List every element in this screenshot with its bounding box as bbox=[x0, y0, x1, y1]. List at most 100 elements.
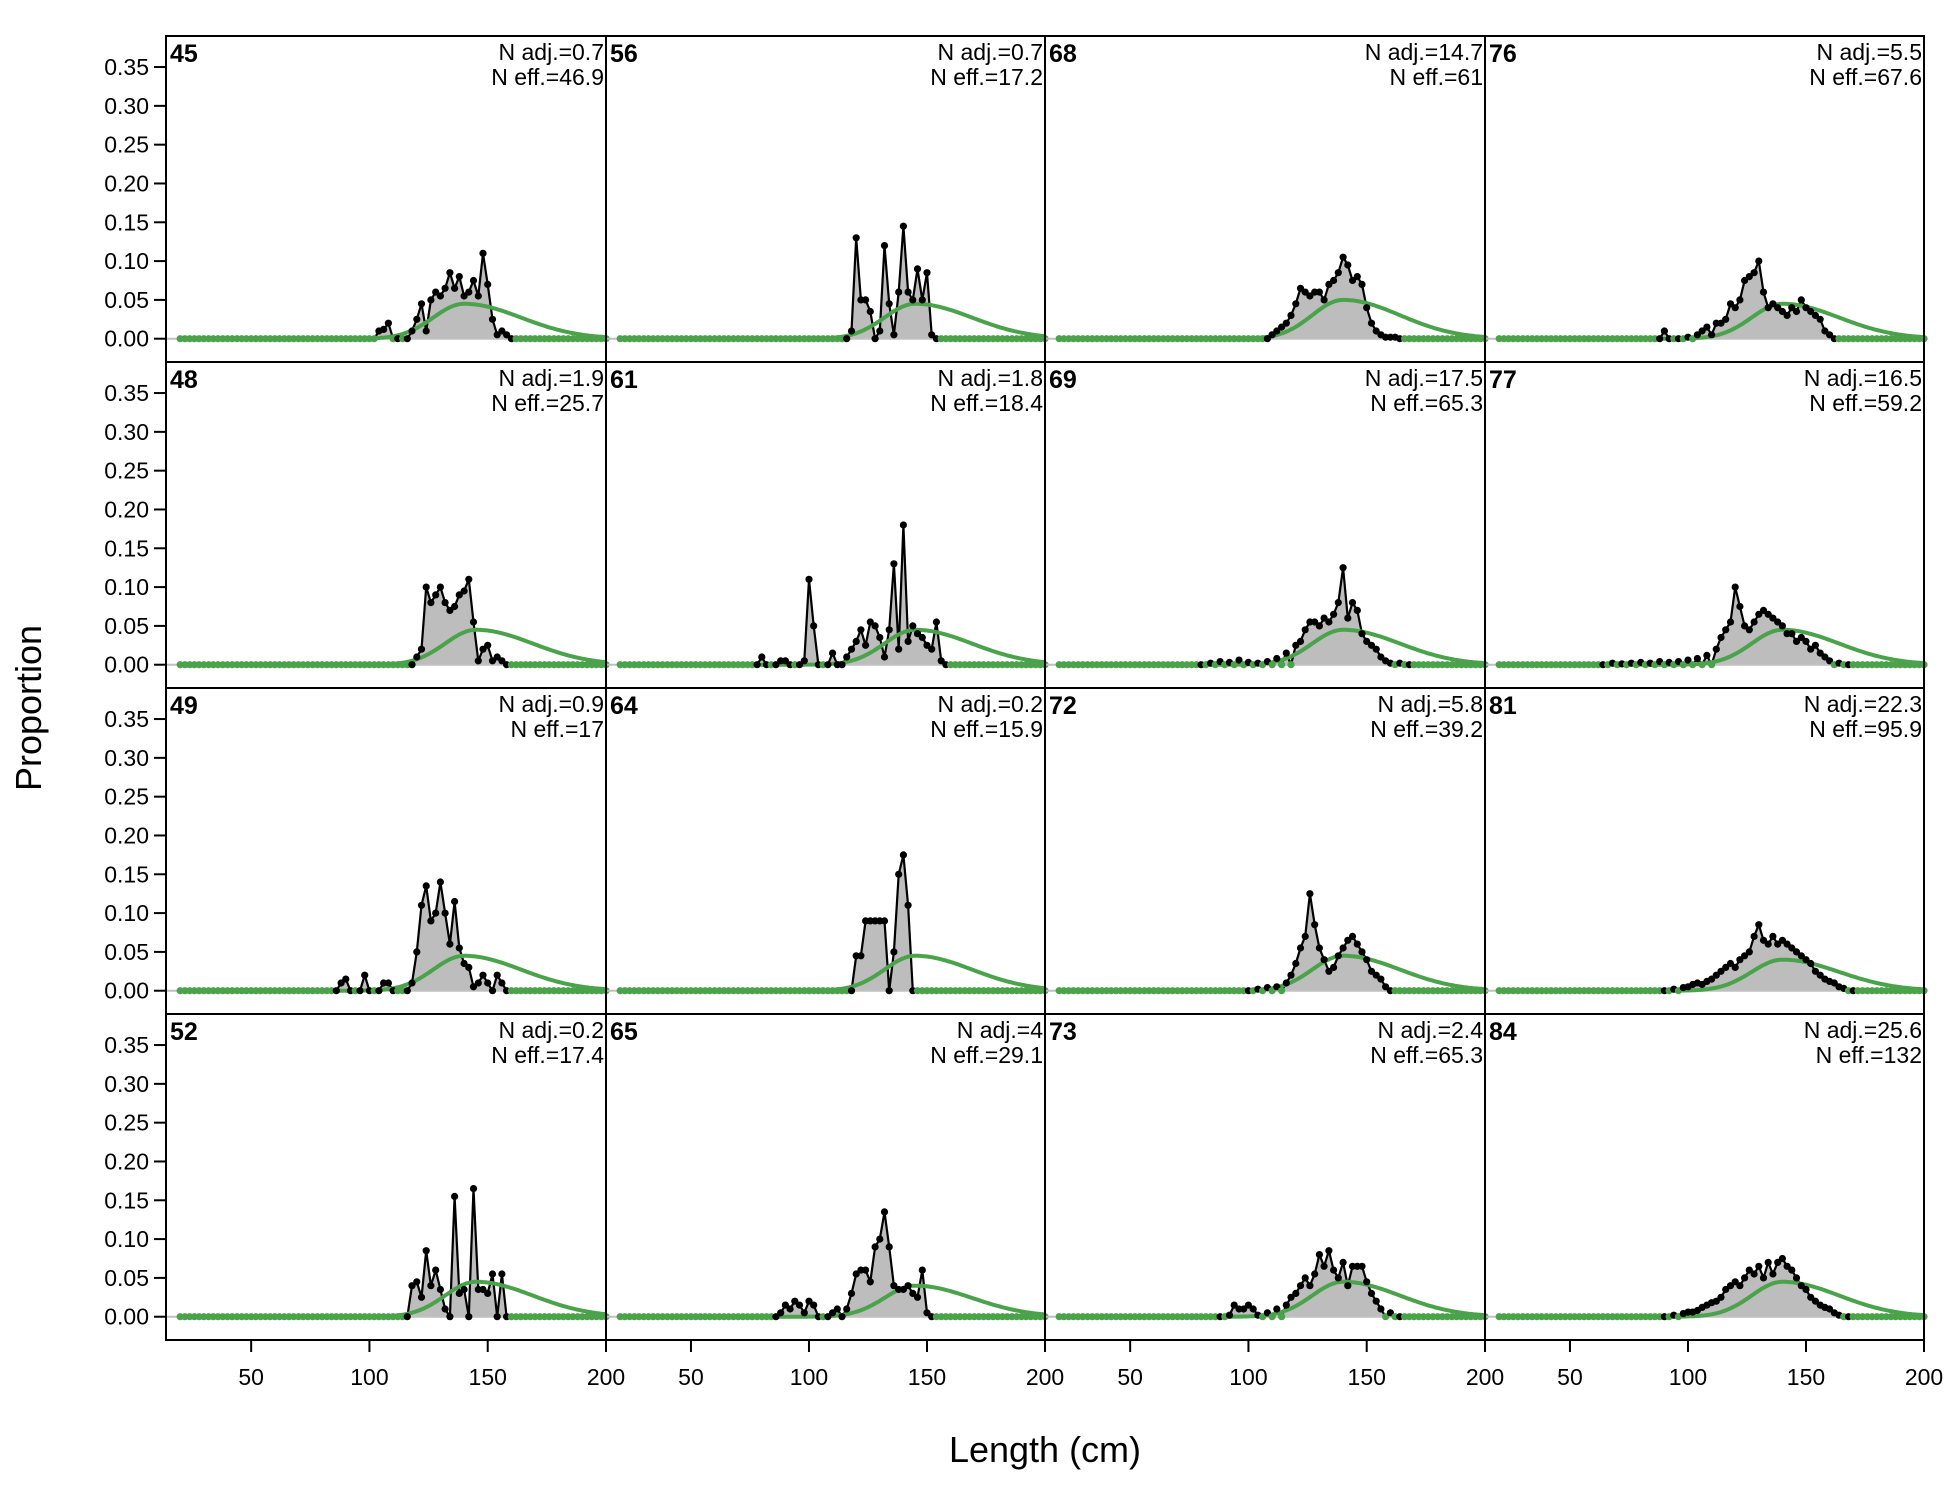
observation-point bbox=[1731, 963, 1739, 972]
observation-point bbox=[417, 300, 426, 308]
observation-point bbox=[866, 618, 874, 626]
n-adj-label: N adj.=5.8 bbox=[1378, 691, 1484, 717]
expected-curve bbox=[1059, 953, 1486, 993]
observation-point bbox=[384, 979, 392, 987]
x-tick-label: 150 bbox=[1787, 1364, 1825, 1390]
observation-point bbox=[1320, 614, 1328, 622]
n-eff-label: N eff.=17.4 bbox=[491, 1042, 604, 1068]
observation-point bbox=[427, 917, 435, 925]
observation-point bbox=[417, 645, 426, 653]
observed-line bbox=[620, 524, 1045, 666]
observation-point bbox=[890, 560, 898, 568]
x-tick-label: 200 bbox=[587, 1364, 625, 1390]
observation-point bbox=[866, 1278, 874, 1286]
observation-point bbox=[805, 575, 813, 583]
observation-point bbox=[465, 288, 473, 296]
observation-point bbox=[1348, 276, 1357, 285]
y-tick-label: 0.15 bbox=[104, 861, 149, 887]
observation-point bbox=[1797, 296, 1805, 304]
observation-point bbox=[1811, 967, 1819, 975]
observation-point bbox=[866, 307, 874, 316]
observation-point bbox=[847, 327, 856, 335]
observation-point bbox=[1363, 637, 1371, 646]
observation-point bbox=[1363, 304, 1371, 312]
observation-point bbox=[1339, 564, 1347, 572]
observation-point bbox=[417, 901, 426, 909]
observation-point bbox=[455, 273, 463, 281]
panel-label: 65 bbox=[610, 1018, 638, 1046]
x-tick-label: 200 bbox=[1026, 1364, 1064, 1390]
n-adj-label: N adj.=0.7 bbox=[938, 39, 1044, 65]
observation-point bbox=[1273, 1305, 1281, 1313]
observation-point bbox=[1287, 1293, 1295, 1301]
observation-point bbox=[890, 948, 898, 956]
n-adj-label: N adj.=25.6 bbox=[1804, 1017, 1922, 1043]
n-adj-label: N adj.=5.5 bbox=[1817, 39, 1923, 65]
expected-curve bbox=[1059, 627, 1486, 667]
observation-point bbox=[1344, 261, 1352, 269]
observation-point bbox=[460, 1285, 468, 1294]
observation-point bbox=[1315, 944, 1323, 952]
observation-point bbox=[370, 335, 378, 343]
observation-point bbox=[451, 1192, 459, 1200]
observation-point bbox=[871, 1243, 879, 1251]
observation-point bbox=[1783, 311, 1791, 319]
observation-point bbox=[824, 661, 832, 669]
panel-label: 64 bbox=[610, 692, 638, 720]
observation-point bbox=[1807, 959, 1815, 968]
observation-point bbox=[427, 296, 435, 304]
observation-point bbox=[1282, 1301, 1290, 1309]
observation-point bbox=[1372, 645, 1380, 653]
y-tick-label: 0.00 bbox=[104, 326, 149, 352]
observation-point bbox=[1230, 661, 1238, 669]
observation-point bbox=[488, 1270, 497, 1278]
observation-point bbox=[356, 987, 364, 995]
observation-point bbox=[380, 325, 388, 333]
observation-point bbox=[753, 661, 761, 669]
observation-point bbox=[1693, 654, 1701, 663]
observation-point bbox=[1325, 618, 1333, 626]
observation-point bbox=[413, 653, 421, 661]
observation-point bbox=[1353, 940, 1361, 948]
observation-point bbox=[1745, 273, 1753, 281]
observation-point bbox=[1778, 622, 1786, 630]
observed-area bbox=[1059, 257, 1485, 339]
n-adj-label: N adj.=22.3 bbox=[1804, 691, 1922, 717]
observation-point bbox=[885, 1243, 893, 1251]
observation-point bbox=[862, 296, 870, 304]
observation-point bbox=[923, 269, 931, 277]
y-tick-label: 0.00 bbox=[104, 1304, 149, 1330]
observation-point bbox=[1778, 1254, 1786, 1263]
observation-point bbox=[890, 331, 898, 339]
observation-point bbox=[1792, 948, 1801, 956]
observation-point bbox=[1703, 323, 1711, 331]
n-adj-label: N adj.=0.7 bbox=[499, 39, 605, 65]
observation-point bbox=[1708, 661, 1716, 669]
observation-point bbox=[871, 622, 879, 630]
observation-point bbox=[1320, 296, 1328, 304]
expected-curve bbox=[1499, 627, 1925, 667]
observation-point bbox=[465, 963, 473, 972]
observation-point bbox=[852, 637, 860, 646]
observation-point bbox=[1736, 1282, 1744, 1290]
observation-point bbox=[1736, 602, 1744, 611]
n-adj-label: N adj.=17.5 bbox=[1365, 365, 1483, 391]
panel-45: 45 N adj.=0.7N eff.=46.9 bbox=[165, 35, 610, 363]
observation-point bbox=[403, 987, 411, 995]
n-eff-label: N eff.=17 bbox=[510, 716, 604, 742]
observation-point bbox=[1731, 583, 1739, 591]
observation-point bbox=[1363, 1278, 1371, 1286]
x-tick-label: 50 bbox=[1117, 1364, 1143, 1390]
observation-point bbox=[1330, 1266, 1338, 1274]
observation-point bbox=[488, 987, 497, 995]
observation-point bbox=[904, 637, 912, 646]
panel-61: 61 N adj.=1.8N eff.=18.4 bbox=[605, 361, 1049, 689]
observation-point bbox=[408, 979, 416, 987]
observation-point bbox=[895, 288, 903, 296]
observation-point bbox=[918, 633, 926, 642]
observation-point bbox=[1358, 280, 1366, 288]
panel-label: 77 bbox=[1489, 366, 1517, 394]
observation-point bbox=[852, 234, 860, 242]
observation-point bbox=[1769, 932, 1777, 941]
observation-point bbox=[880, 242, 889, 250]
